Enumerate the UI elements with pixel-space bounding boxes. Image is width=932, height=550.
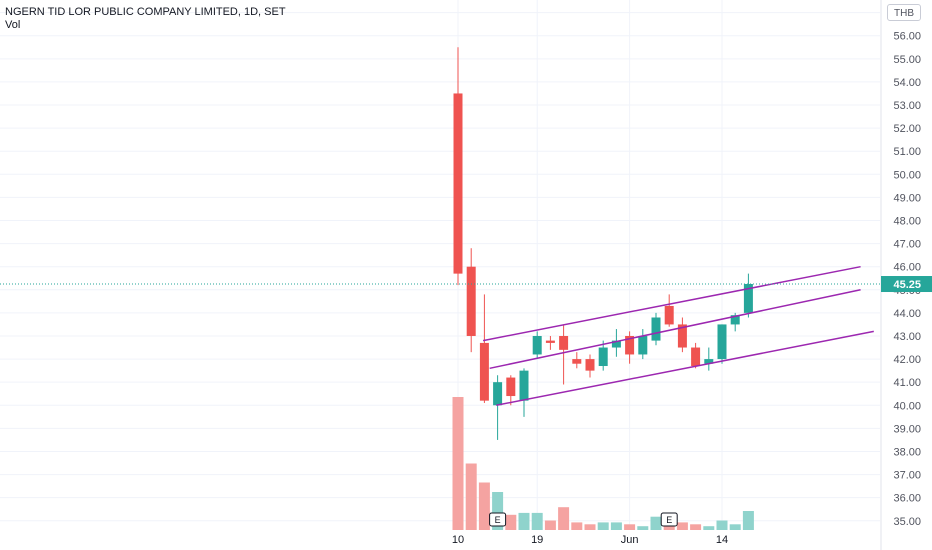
candle-body [466, 266, 476, 336]
candle-body [453, 93, 463, 274]
volume-bar [492, 492, 504, 530]
price-tick-label: 42.00 [893, 354, 921, 366]
candle-body [638, 335, 648, 355]
volume-bar [676, 522, 688, 530]
channel-line [496, 330, 874, 407]
candle-body [743, 284, 753, 313]
price-tick-label: 47.00 [893, 239, 921, 251]
volume-bar [465, 463, 477, 530]
event-marker-box [489, 512, 507, 527]
volume-bar [716, 520, 728, 530]
price-tick-label: 39.00 [893, 423, 921, 435]
volume-bar [703, 526, 715, 530]
volume-bar [690, 524, 702, 530]
candle-body [585, 359, 595, 371]
time-tick-label: 19 [531, 534, 543, 546]
candle-body [545, 340, 555, 343]
price-tick-label: 41.00 [893, 377, 921, 389]
price-tick-label: 37.00 [893, 470, 921, 482]
price-tick-label: 49.00 [893, 192, 921, 204]
last-price-label: 45.25 [881, 276, 932, 293]
volume-bar [624, 524, 636, 530]
candle-body [717, 324, 727, 360]
candle-body [532, 335, 542, 355]
candle-body [664, 305, 674, 325]
volume-bar [558, 507, 570, 530]
volume-bar [544, 520, 556, 530]
event-marker-label: E [666, 515, 672, 525]
time-tick-label: Jun [621, 534, 639, 546]
price-tick-label: 55.00 [893, 54, 921, 66]
volume-bar [637, 526, 649, 530]
event-marker-box [660, 512, 678, 527]
parallel-channel[interactable] [482, 265, 874, 407]
candle-body [704, 359, 714, 364]
time-tick-label: 14 [716, 534, 728, 546]
chart-title: NGERN TID LOR PUBLIC COMPANY LIMITED, 1D… [5, 6, 286, 18]
candle-body [598, 347, 608, 367]
price-axis[interactable]: 35.00 36.00 37.00 38.00 39.00 40.00 41.00 42.00… [893, 8, 921, 528]
chart-grid [0, 0, 880, 530]
volume-bar [478, 482, 490, 530]
candle-body [651, 317, 661, 341]
volume-bar [584, 524, 596, 530]
price-tick-label: 44.00 [893, 308, 921, 320]
price-tick-label: 51.00 [893, 146, 921, 158]
price-tick-label: 54.00 [893, 77, 921, 89]
channel-line [482, 265, 861, 342]
volume-bar [518, 512, 530, 530]
volume-legend: Vol [5, 19, 21, 31]
price-tick-label: 40.00 [893, 400, 921, 412]
price-tick-label: 56.00 [893, 31, 921, 43]
candle-body [479, 342, 489, 401]
candle-body [493, 382, 503, 406]
price-tick-label: 46.00 [893, 262, 921, 274]
candle-body [611, 340, 621, 348]
price-tick-label: 35.00 [893, 516, 921, 528]
candle-body [691, 347, 701, 367]
event-marker-label: E [495, 515, 501, 525]
candle-body [519, 370, 529, 401]
volume-bar [531, 512, 543, 530]
price-tick-label: 52.00 [893, 123, 921, 135]
candle-body [677, 324, 687, 348]
volume-bar [597, 522, 609, 530]
candle-body [559, 335, 569, 350]
last-price-value: 45.25 [893, 279, 921, 291]
price-tick-label: 36.00 [893, 493, 921, 505]
candle-body [572, 359, 582, 364]
candlesticks [453, 47, 753, 440]
volume-bar [742, 511, 754, 530]
time-tick-label: 10 [452, 534, 464, 546]
channel-line [489, 289, 861, 370]
candle-body [506, 377, 516, 397]
price-tick-label: 38.00 [893, 446, 921, 458]
volume-bar [571, 522, 583, 530]
price-tick-label: 43.00 [893, 331, 921, 343]
volume-bar [505, 514, 517, 530]
time-axis[interactable]: 10 19 Jun 14 [452, 534, 728, 546]
candle-body [625, 335, 635, 355]
candle-body [730, 315, 740, 325]
price-tick-label: 53.00 [893, 100, 921, 112]
volume-bar [650, 516, 662, 530]
volume-bar [452, 397, 464, 530]
volume-bar [729, 524, 741, 530]
volume-bar [610, 522, 622, 530]
price-tick-label: 48.00 [893, 215, 921, 227]
price-tick-label: 50.00 [893, 169, 921, 181]
last-price-badge [881, 276, 932, 293]
currency-badge[interactable]: THB [887, 4, 921, 21]
